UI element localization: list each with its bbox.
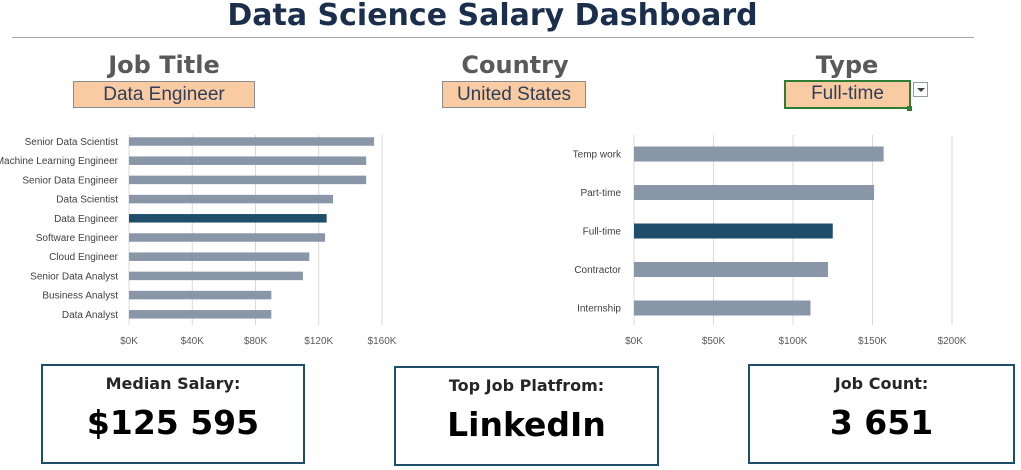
top-platform-label: Top Job Platfrom: xyxy=(448,376,605,395)
category-label: Business Analyst xyxy=(42,291,118,302)
category-label: Senior Data Scientist xyxy=(25,137,119,148)
category-label: Contractor xyxy=(574,265,621,276)
bar[interactable] xyxy=(129,156,367,165)
country-filter-label: Country xyxy=(461,51,569,79)
bar[interactable] xyxy=(129,233,326,242)
x-tick-label: $0K xyxy=(120,336,138,347)
bar[interactable] xyxy=(129,137,375,146)
job-count-card: Job Count: 3 651 xyxy=(748,364,1015,464)
bar[interactable] xyxy=(129,214,327,223)
category-label: Cloud Engineer xyxy=(49,252,119,263)
bar[interactable] xyxy=(129,175,367,185)
category-label: Senior Data Analyst xyxy=(30,271,118,282)
type-filter-cell[interactable]: Full-time xyxy=(784,80,911,109)
x-tick-label: $200K xyxy=(938,336,967,347)
title-divider xyxy=(12,37,974,38)
x-tick-label: $120K xyxy=(304,336,333,347)
x-tick-label: $40K xyxy=(181,336,205,347)
bar[interactable] xyxy=(129,194,333,204)
job-title-filter-cell[interactable]: Data Engineer xyxy=(73,81,255,108)
category-label: Data Scientist xyxy=(56,195,118,206)
job-type-salary-chart: $0K $50K $100K $150K $200K Temp work Part-time… xyxy=(573,135,967,347)
x-tick-label: $150K xyxy=(858,336,887,347)
median-salary-label: Median Salary: xyxy=(105,374,241,393)
x-tick-label: $50K xyxy=(702,336,726,347)
dropdown-arrow-icon[interactable] xyxy=(913,82,928,97)
category-label: Internship xyxy=(577,304,621,315)
category-label: Senior Data Engineer xyxy=(22,175,118,186)
top-platform-card: Top Job Platfrom: LinkedIn xyxy=(394,366,659,466)
category-label: Full-time xyxy=(583,227,622,238)
selection-fill-handle[interactable] xyxy=(907,106,912,111)
job-count-label: Job Count: xyxy=(834,374,929,393)
type-filter-label: Type xyxy=(815,51,879,79)
category-label: Data Engineer xyxy=(54,214,119,225)
country-filter-cell[interactable]: United States xyxy=(442,81,586,108)
job-title-salary-chart: $0K $40K $80K $120K $160K Senior Data Scienti… xyxy=(0,135,397,347)
bar[interactable] xyxy=(129,252,310,261)
x-tick-label: $0K xyxy=(625,336,643,347)
category-label: Data Analyst xyxy=(62,310,118,321)
x-tick-label: $100K xyxy=(779,336,808,347)
bar[interactable] xyxy=(129,290,272,300)
top-platform-value: LinkedIn xyxy=(447,405,606,444)
job-title-filter-label: Job Title xyxy=(108,51,220,79)
dashboard-title: Data Science Salary Dashboard xyxy=(227,0,758,33)
x-tick-label: $160K xyxy=(368,336,397,347)
x-tick-label: $80K xyxy=(244,336,268,347)
category-label: Software Engineer xyxy=(36,233,119,244)
bar[interactable] xyxy=(129,271,303,281)
median-salary-value: $125 595 xyxy=(86,403,260,442)
bar[interactable] xyxy=(634,146,884,162)
category-label: Part-time xyxy=(580,188,621,199)
job-count-value: 3 651 xyxy=(829,403,934,442)
category-label: Temp work xyxy=(573,150,622,161)
bar[interactable] xyxy=(634,185,875,200)
bar[interactable] xyxy=(634,223,833,239)
bar[interactable] xyxy=(634,262,828,277)
median-salary-card: Median Salary: $125 595 xyxy=(41,364,305,464)
bar[interactable] xyxy=(634,300,811,316)
category-label: Machine Learning Engineer xyxy=(0,156,119,167)
bar[interactable] xyxy=(129,310,272,319)
